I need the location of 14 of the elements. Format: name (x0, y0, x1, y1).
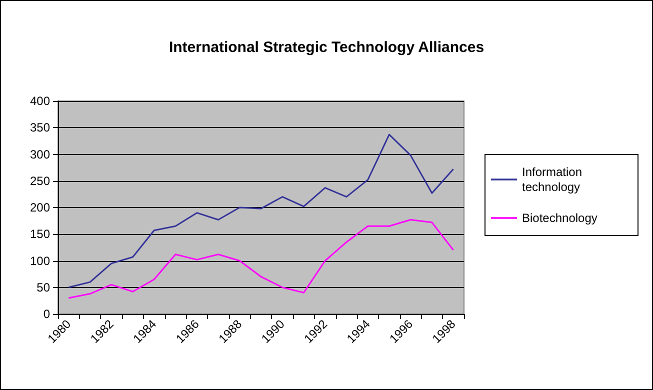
legend-label: Biotechnology (522, 211, 598, 225)
y-tick-label: 100 (30, 254, 50, 268)
y-tick-label: 50 (36, 280, 50, 294)
y-tick-label: 400 (30, 94, 50, 108)
chart-title: International Strategic Technology Alliances (168, 39, 484, 56)
y-tick-label: 0 (43, 307, 50, 321)
y-tick-label: 250 (30, 174, 50, 188)
line-series (68, 219, 454, 299)
y-tick-label: 200 (30, 200, 50, 214)
line-series (68, 134, 454, 288)
y-tick-label: 350 (30, 120, 50, 135)
y-tick-label: 300 (30, 147, 50, 162)
y-tick-label: 150 (30, 227, 50, 242)
legend-label: Information technology (522, 165, 586, 194)
